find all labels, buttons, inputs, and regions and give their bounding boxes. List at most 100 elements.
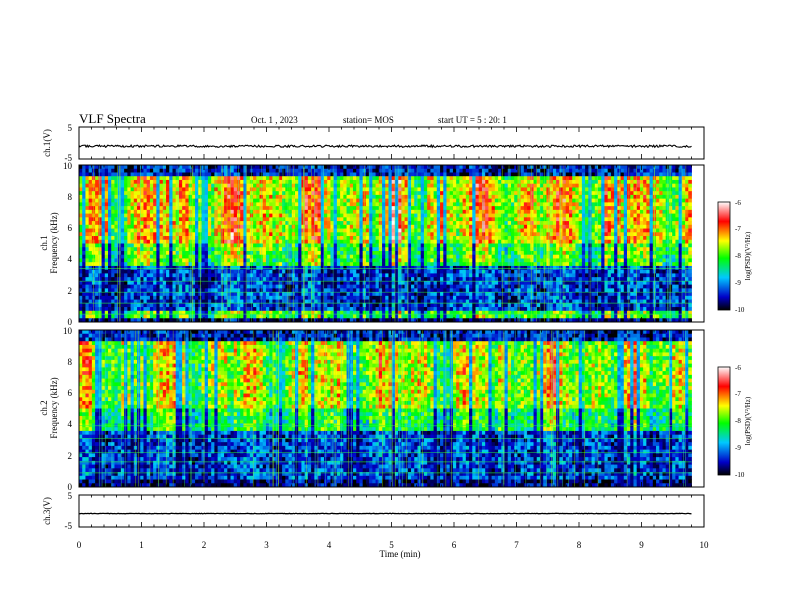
spectrogram-cell <box>320 194 325 200</box>
spectrogram-cell <box>111 269 115 274</box>
spectrogram-cell <box>404 262 409 267</box>
spectrogram-cell <box>95 314 99 319</box>
spectrogram-cell <box>259 280 264 286</box>
spectrogram-cell <box>88 318 93 323</box>
spectrogram-cell <box>133 202 138 207</box>
spectrogram-cell <box>385 213 389 218</box>
spectrogram-cell <box>111 262 115 267</box>
spectrogram-cell <box>288 265 293 271</box>
spectrogram-cell <box>227 191 231 196</box>
spectrogram-cell <box>82 250 86 256</box>
spectrogram-cell <box>440 172 444 177</box>
spectrogram-cell <box>243 243 248 248</box>
spectrogram-cell <box>207 243 212 248</box>
spectrogram-cell <box>304 258 309 263</box>
spectrogram-cell <box>382 273 386 278</box>
spectrogram-cell <box>114 213 119 218</box>
spectrogram-cell <box>433 232 438 237</box>
spectrogram-cell <box>207 292 212 297</box>
spectrogram-cell <box>262 250 267 256</box>
spectrogram-cell <box>130 168 135 173</box>
spectrogram-cell <box>230 194 235 200</box>
spectrogram-cell <box>172 280 177 286</box>
spectrogram-cell <box>359 262 364 267</box>
spectrogram-cell <box>288 254 293 259</box>
spectrogram-cell <box>240 262 244 267</box>
spectrogram-cell <box>156 247 160 252</box>
spectrogram-cell <box>372 191 376 196</box>
spectrogram-cell <box>104 310 109 315</box>
spectrogram-cell <box>217 277 222 282</box>
spectrogram-cell <box>443 295 447 300</box>
spectrogram-cell <box>394 172 399 177</box>
spectrogram-cell <box>388 213 393 218</box>
spectrogram-cell <box>182 292 186 297</box>
spectrogram-cell <box>404 194 409 200</box>
spectrogram-cell <box>391 236 396 241</box>
spectrogram-cell <box>230 284 235 289</box>
spectrogram-cell <box>269 206 273 211</box>
spectrogram-cell <box>265 307 270 312</box>
spectrogram-cell <box>385 280 389 286</box>
spectrogram-cell <box>124 176 128 181</box>
spectrogram-cell <box>330 299 335 304</box>
spectrogram-cell <box>85 292 90 297</box>
spectrogram-cell <box>394 168 399 173</box>
spectrogram-cell <box>304 176 309 181</box>
spectrogram-cell <box>137 228 141 233</box>
spectrogram-cell <box>440 176 444 181</box>
spectrogram-cell <box>169 236 173 241</box>
spectrogram-cell <box>85 247 90 252</box>
spectrogram-cell <box>356 273 360 278</box>
spectrogram-cell <box>346 213 351 218</box>
spectrogram-cell <box>353 277 357 282</box>
spectrogram-cell <box>430 172 434 177</box>
spectrogram-cell <box>217 295 222 300</box>
spectrogram-cell <box>82 191 86 196</box>
spectrogram-cell <box>294 209 299 214</box>
spectrogram-cell <box>124 247 128 252</box>
spectrogram-cell <box>372 221 376 226</box>
spectrogram-cell <box>314 232 318 237</box>
spectrogram-cell <box>330 168 335 173</box>
spectrogram-cell <box>182 232 186 237</box>
spectrogram-cell <box>427 236 431 241</box>
spectrogram-cell <box>336 206 341 211</box>
spectrogram-cell <box>98 269 102 274</box>
spectrogram-cell <box>195 280 199 286</box>
spectrogram-cell <box>346 288 351 293</box>
spectrogram-cell <box>204 292 209 297</box>
spectrogram-cell <box>133 176 138 181</box>
spectrogram-cell <box>433 307 438 312</box>
spectrogram-cell <box>353 243 357 248</box>
spectrogram-cell <box>372 183 376 188</box>
spectrogram-cell <box>353 303 357 308</box>
spectrogram-cell <box>353 198 357 203</box>
spectrogram-cell <box>417 213 422 218</box>
spectrogram-cell <box>375 262 380 267</box>
spectrogram-cell <box>304 206 309 211</box>
spectrogram-cell <box>353 194 357 200</box>
spectrogram-cell <box>320 165 325 170</box>
spectrogram-cell <box>420 172 425 177</box>
spectrogram-cell <box>314 258 318 263</box>
spectrogram-cell <box>253 213 257 218</box>
spectrogram-cell <box>185 202 189 207</box>
spectrogram-cell <box>343 232 347 237</box>
spectrogram-cell <box>404 284 409 289</box>
spectrogram-cell <box>149 224 154 229</box>
spectrogram-cell <box>324 239 328 244</box>
spectrogram-cell <box>104 172 109 177</box>
spectrogram-cell <box>272 262 277 267</box>
spectrogram-cell <box>130 239 135 244</box>
spectrogram-cell <box>353 262 357 267</box>
spectrogram-cell <box>217 273 222 278</box>
spectrogram-cell <box>365 228 370 233</box>
spectrogram-cell <box>240 284 244 289</box>
spectrogram-cell <box>327 288 331 293</box>
spectrogram-cell <box>356 284 360 289</box>
spectrogram-cell <box>91 232 96 237</box>
spectrogram-cell <box>423 262 428 267</box>
spectrogram-cell <box>388 206 393 211</box>
spectrogram-cell <box>440 303 444 308</box>
